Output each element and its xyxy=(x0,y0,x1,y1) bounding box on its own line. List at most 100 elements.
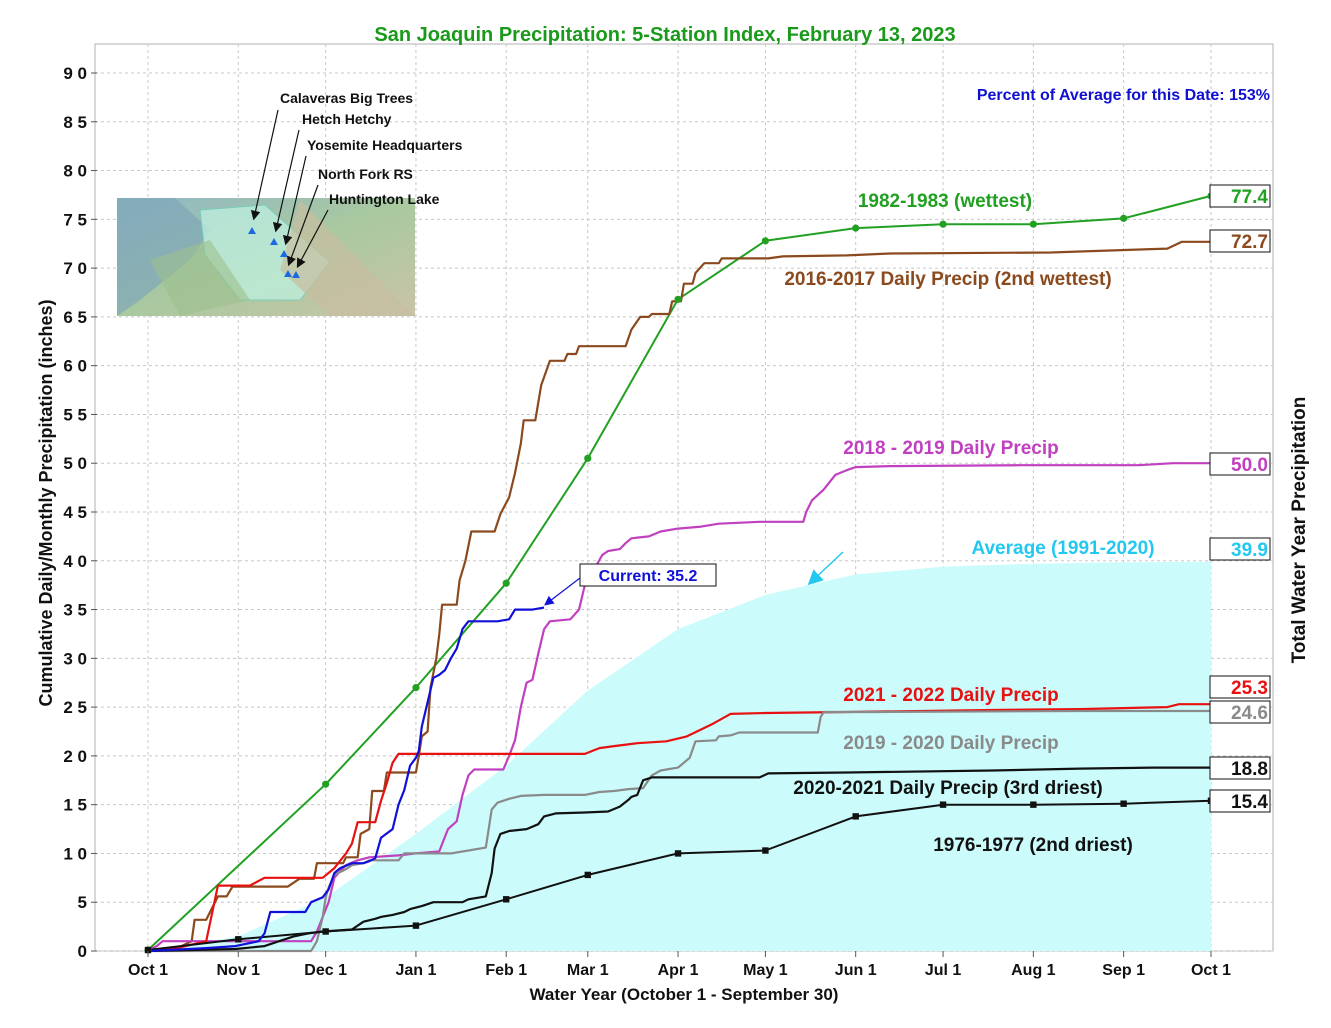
station-marker-icon xyxy=(280,250,288,257)
x-tick-label: Aug 1 xyxy=(1011,962,1056,979)
station-pointer xyxy=(282,155,307,246)
data-point-1976-1977-2nd-driest xyxy=(1120,800,1127,807)
y-tick-label: 3 0 xyxy=(63,649,87,668)
series-line-2019-2020-daily-precip xyxy=(148,709,1211,953)
total-value-1976-1977: 15.4 xyxy=(1231,792,1268,813)
station-map-inset xyxy=(117,198,415,316)
x-axis-ticks: Oct 1 Nov 1 Dec 1 Jan 1 Feb 1 Mar 1 Apr 1 May 1… xyxy=(128,951,1231,979)
data-point-1982-1983-wettest xyxy=(584,454,592,462)
right-axis-label: Total Water Year Precipitation xyxy=(1289,397,1310,664)
series-label-1982-1983: 1982-1983 (wettest) xyxy=(858,191,1032,212)
y-tick-label: 8 5 xyxy=(63,113,87,132)
y-tick-label: 3 5 xyxy=(63,601,87,620)
total-box-2016-2017 xyxy=(1209,229,1271,253)
data-point-1976-1977-2nd-driest xyxy=(503,896,510,903)
current-callout-box xyxy=(579,563,717,587)
x-tick-label: Jun 1 xyxy=(835,962,877,979)
average-pointer-arrow xyxy=(807,551,844,586)
total-box-2018-2019 xyxy=(1209,452,1271,476)
x-tick-label: Jul 1 xyxy=(925,962,962,979)
station-label: Calaveras Big Trees xyxy=(280,90,413,106)
series-labels: 1982-1983 (wettest) 2016-2017 Daily Prec… xyxy=(784,191,1154,856)
station-marker-icon xyxy=(248,227,256,234)
data-point-1982-1983-wettest xyxy=(1029,220,1037,228)
total-box-1982-1983 xyxy=(1209,184,1271,208)
station-label: Huntington Lake xyxy=(329,191,440,207)
y-tick-label: 0 xyxy=(78,942,87,961)
chart-title: San Joaquin Precipitation: 5-Station Ind… xyxy=(374,24,955,46)
series-line-2018-2019-daily-precip xyxy=(147,462,1211,952)
total-value-2020-2021: 18.8 xyxy=(1231,759,1268,780)
station-labels: Calaveras Big Trees Hetch Hetchy Yosemit… xyxy=(250,90,463,269)
y-tick-label: 7 5 xyxy=(63,210,87,229)
total-value-2021-2022: 25.3 xyxy=(1231,678,1268,699)
total-box-2021-2022 xyxy=(1209,675,1271,699)
y-tick-label: 2 5 xyxy=(63,698,87,717)
station-marker-icon xyxy=(270,238,278,245)
data-point-1982-1983-wettest xyxy=(322,780,330,788)
x-tick-label: Dec 1 xyxy=(304,962,347,979)
data-point-1976-1977-2nd-driest xyxy=(584,871,591,879)
series-label-2021-2022: 2021 - 2022 Daily Precip xyxy=(843,685,1058,706)
data-point-1976-1977-2nd-driest xyxy=(674,850,682,857)
total-value-2018-2019: 50.0 xyxy=(1231,455,1268,476)
data-point-1976-1977-2nd-driest xyxy=(322,928,329,935)
data-point-1982-1983-wettest xyxy=(852,224,860,232)
x-tick-label: May 1 xyxy=(743,962,788,979)
total-value-1982-1983: 77.4 xyxy=(1231,187,1268,208)
y-tick-label: 5 5 xyxy=(63,405,87,424)
y-tick-label: 1 5 xyxy=(63,796,87,815)
data-point-1976-1977-2nd-driest xyxy=(412,922,420,929)
y-tick-label: 1 0 xyxy=(63,844,87,863)
data-point-1982-1983-wettest xyxy=(502,579,510,587)
data-point-1976-1977-2nd-driest xyxy=(762,847,769,854)
series-line-current xyxy=(147,606,545,953)
station-marker-icon xyxy=(284,270,292,277)
current-pointer-arrow xyxy=(544,577,581,606)
series-line-2016-2017-daily-precip-2nd-wettest xyxy=(147,240,1211,953)
data-point-1982-1983-wettest xyxy=(939,220,947,228)
data-point-1976-1977-2nd-driest xyxy=(852,813,859,820)
station-pointer xyxy=(272,129,300,233)
series-label-2020-2021: 2020-2021 Daily Precip (3rd driest) xyxy=(793,778,1102,799)
data-point-1976-1977-2nd-driest xyxy=(144,946,152,954)
total-box-average xyxy=(1209,537,1271,561)
total-boxes: 77.4 72.7 50.0 39.9 25.3 24.6 18.8 15.4 xyxy=(1209,184,1271,813)
y-tick-label: 4 5 xyxy=(63,503,87,522)
station-pointer xyxy=(296,209,329,269)
total-value-average: 39.9 xyxy=(1231,540,1268,561)
station-pointer xyxy=(286,184,319,267)
current-callout: Current: 35.2 xyxy=(544,563,717,606)
series-label-2018-2019: 2018 - 2019 Daily Precip xyxy=(843,438,1058,459)
x-tick-label: Nov 1 xyxy=(216,962,260,979)
data-point-1976-1977-2nd-driest xyxy=(939,801,947,808)
series-markers-layer xyxy=(144,192,1215,954)
total-value-2016-2017: 72.7 xyxy=(1231,232,1268,253)
data-point-1982-1983-wettest xyxy=(761,237,770,245)
station-label: Yosemite Headquarters xyxy=(307,137,463,153)
y-tick-label: 5 xyxy=(78,893,87,912)
data-point-1976-1977-2nd-driest xyxy=(235,936,242,943)
y-tick-label: 7 0 xyxy=(63,259,87,278)
y-tick-label: 6 0 xyxy=(63,357,87,376)
total-box-2020-2021 xyxy=(1209,756,1271,780)
series-label-1976-1977: 1976-1977 (2nd driest) xyxy=(933,835,1133,856)
percent-of-average-text: Percent of Average for this Date: 153% xyxy=(977,87,1270,104)
x-tick-label: Oct 1 xyxy=(128,962,168,979)
total-box-2019-2020 xyxy=(1209,700,1271,724)
y-tick-label: 6 5 xyxy=(63,308,87,327)
station-marker-icon xyxy=(292,271,300,278)
x-axis-label: Water Year (October 1 - September 30) xyxy=(530,985,839,1004)
y-axis-label: Cumulative Daily/Monthly Precipitation (… xyxy=(36,299,56,706)
total-box-1976-1977 xyxy=(1209,789,1271,813)
y-tick-label: 2 0 xyxy=(63,747,87,766)
y-tick-label: 4 0 xyxy=(63,552,87,571)
data-point-1976-1977-2nd-driest xyxy=(1030,801,1037,808)
x-tick-label: Mar 1 xyxy=(567,962,609,979)
x-tick-label: Sep 1 xyxy=(1102,962,1145,979)
series-line-1982-1983-wettest xyxy=(147,194,1212,951)
series-label-2016-2017: 2016-2017 Daily Precip (2nd wettest) xyxy=(784,269,1111,290)
x-tick-label: Jan 1 xyxy=(395,962,436,979)
data-point-1982-1983-wettest xyxy=(1120,214,1128,222)
